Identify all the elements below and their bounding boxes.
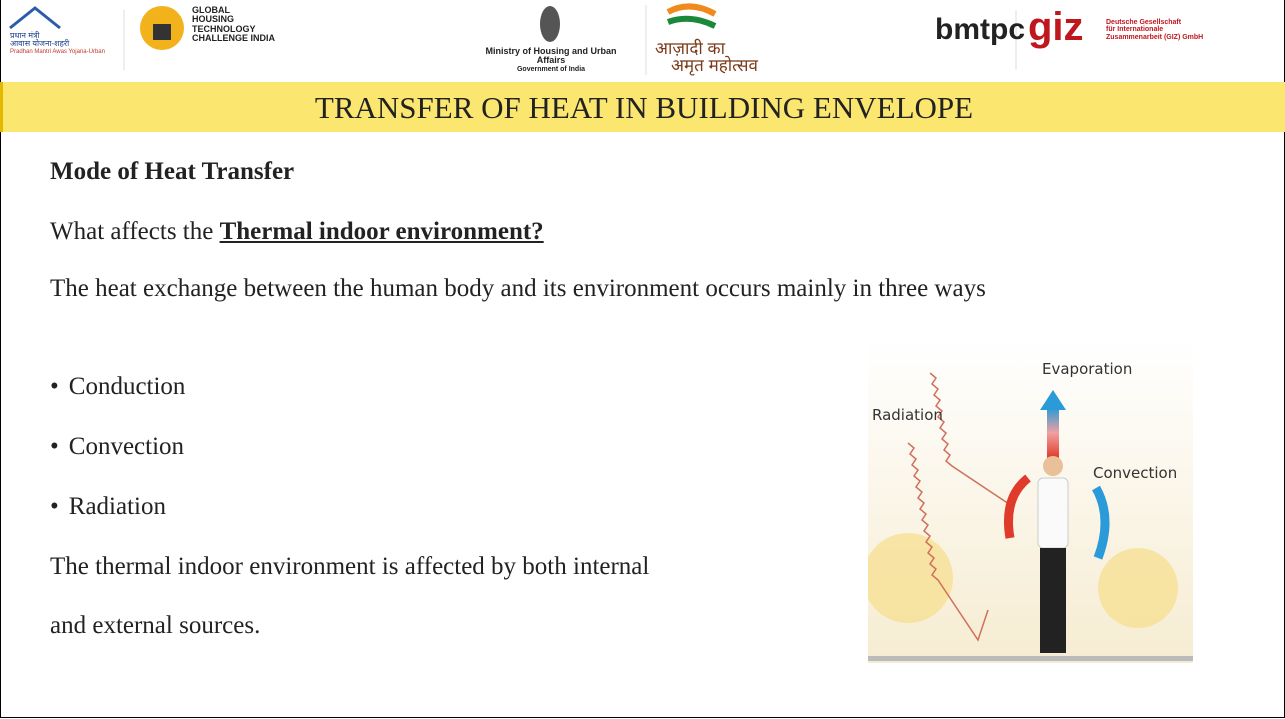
bmtpc-logo: bmtpc <box>935 14 1025 46</box>
giz-text: Deutsche Gesellschaft für Internationale… <box>1106 19 1203 41</box>
ministry-text: Ministry of Housing and Urban Affairs Go… <box>480 47 622 73</box>
pmay-roof <box>10 8 60 28</box>
azadi-flag <box>668 19 715 26</box>
person-head <box>1043 456 1063 476</box>
person-trousers <box>1040 548 1066 653</box>
azadi-line: अमृत महोत्सव <box>655 57 758 74</box>
figure-label: Evaporation <box>1042 360 1132 378</box>
person-shirt <box>1038 478 1068 548</box>
ghtc-line: CHALLENGE INDIA <box>192 34 275 43</box>
pmay-line: Pradhan Mantri Awas Yojana-Urban <box>10 49 105 55</box>
closing-line: and external sources. <box>50 612 260 640</box>
ground <box>868 656 1193 661</box>
slide-title: TRANSFER OF HEAT IN BUILDING ENVELOPE <box>0 82 1285 132</box>
ministry-line: Ministry of Housing and Urban Affairs <box>480 47 622 66</box>
heading: Mode of Heat Transfer <box>50 158 294 186</box>
slide: प्रधान मंत्री आवास योजना-शहरी Pradhan Ma… <box>0 0 1285 719</box>
azadi-flag <box>668 6 715 14</box>
bullet: Radiation <box>50 493 166 521</box>
giz-logo: giz <box>1028 6 1084 48</box>
closing-line: The thermal indoor environment is affect… <box>50 553 649 581</box>
pmay-text: प्रधान मंत्री आवास योजना-शहरी Pradhan Ma… <box>10 32 105 55</box>
intro: What affects the Thermal indoor environm… <box>50 218 544 246</box>
paragraph: The heat exchange between the human body… <box>50 268 1250 309</box>
ghtc-house <box>153 24 171 40</box>
emblem <box>540 6 560 42</box>
intro-prefix: What affects the <box>50 218 220 245</box>
bullet: Convection <box>50 433 184 461</box>
pmay-line: आवास योजना-शहरी <box>10 40 105 48</box>
intro-emphasis: Thermal indoor environment? <box>220 218 544 245</box>
giz-line: Deutsche Gesellschaft <box>1106 19 1203 26</box>
bullet: Conduction <box>50 373 185 401</box>
azadi-line: आज़ादी का <box>655 40 758 57</box>
tree <box>1098 548 1178 628</box>
ministry-line: Government of India <box>480 66 622 73</box>
header: प्रधान मंत्री आवास योजना-शहरी Pradhan Ma… <box>0 0 1285 82</box>
evaporation-arrow <box>1047 408 1059 458</box>
giz-line: für Internationale <box>1106 26 1203 33</box>
figure-label: Radiation <box>872 406 943 424</box>
ghtc-text: GLOBAL HOUSING TECHNOLOGY CHALLENGE INDI… <box>192 6 275 44</box>
giz-line: Zusammenarbeit (GIZ) GmbH <box>1106 34 1203 41</box>
azadi-text: आज़ादी का अमृत महोत्सव <box>655 40 758 74</box>
figure-label: Convection <box>1093 464 1177 482</box>
heat-figure: Evaporation Radiation Convection <box>868 338 1193 668</box>
